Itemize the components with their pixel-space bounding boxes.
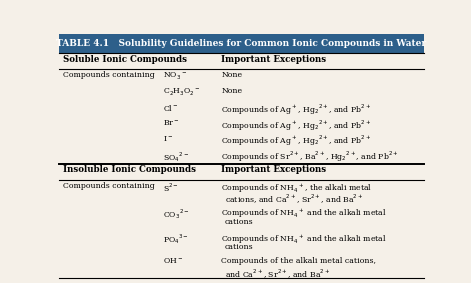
Text: None: None	[221, 71, 243, 79]
Text: TABLE 4.1   Solubility Guidelines for Common Ionic Compounds in Water: TABLE 4.1 Solubility Guidelines for Comm…	[57, 39, 426, 48]
Text: Compounds of NH$_4$$^+$ and the alkali metal: Compounds of NH$_4$$^+$ and the alkali m…	[221, 232, 387, 246]
Text: Compounds of the alkali metal cations,: Compounds of the alkali metal cations,	[221, 257, 376, 265]
Text: None: None	[221, 87, 243, 95]
Text: cations: cations	[225, 243, 253, 251]
Text: Compounds of NH$_4$$^+$, the alkali metal: Compounds of NH$_4$$^+$, the alkali meta…	[221, 182, 373, 195]
Text: SO$_4$$^{2-}$: SO$_4$$^{2-}$	[163, 150, 189, 164]
FancyBboxPatch shape	[59, 34, 424, 53]
Text: OH$^-$: OH$^-$	[163, 257, 183, 267]
Text: Important Exceptions: Important Exceptions	[221, 165, 326, 174]
Text: PO$_4$$^{3-}$: PO$_4$$^{3-}$	[163, 232, 189, 246]
Text: Compounds of Sr$^{2+}$, Ba$^{2+}$, Hg$_2$$^{2+}$, and Pb$^{2+}$: Compounds of Sr$^{2+}$, Ba$^{2+}$, Hg$_2…	[221, 150, 399, 164]
Text: NO$_3$$^-$: NO$_3$$^-$	[163, 71, 187, 82]
Text: Compounds of Ag$^+$, Hg$_2$$^{2+}$, and Pb$^{2+}$: Compounds of Ag$^+$, Hg$_2$$^{2+}$, and …	[221, 103, 372, 117]
Text: S$^{2-}$: S$^{2-}$	[163, 182, 179, 194]
Text: Cl$^-$: Cl$^-$	[163, 103, 179, 113]
Text: Br$^-$: Br$^-$	[163, 118, 179, 128]
Text: Compounds of Ag$^+$, Hg$_2$$^{2+}$, and Pb$^{2+}$: Compounds of Ag$^+$, Hg$_2$$^{2+}$, and …	[221, 134, 372, 148]
Text: I$^-$: I$^-$	[163, 134, 173, 143]
Text: Compounds of Ag$^+$, Hg$_2$$^{2+}$, and Pb$^{2+}$: Compounds of Ag$^+$, Hg$_2$$^{2+}$, and …	[221, 118, 372, 133]
Text: cations, and Ca$^{2+}$, Sr$^{2+}$, and Ba$^{2+}$: cations, and Ca$^{2+}$, Sr$^{2+}$, and B…	[225, 193, 363, 206]
Text: Soluble Ionic Compounds: Soluble Ionic Compounds	[63, 55, 187, 64]
Text: cations: cations	[225, 218, 253, 226]
Text: Important Exceptions: Important Exceptions	[221, 55, 326, 64]
Text: Insoluble Ionic Compounds: Insoluble Ionic Compounds	[63, 165, 196, 174]
Text: Compounds of NH$_4$$^+$ and the alkali metal: Compounds of NH$_4$$^+$ and the alkali m…	[221, 207, 387, 220]
Text: C$_2$H$_3$O$_2$$^-$: C$_2$H$_3$O$_2$$^-$	[163, 87, 201, 98]
Text: CO$_3$$^{2-}$: CO$_3$$^{2-}$	[163, 207, 189, 221]
Text: Compounds containing: Compounds containing	[63, 182, 155, 190]
Text: Compounds containing: Compounds containing	[63, 71, 155, 79]
Text: and Ca$^{2+}$, Sr$^{2+}$, and Ba$^{2+}$: and Ca$^{2+}$, Sr$^{2+}$, and Ba$^{2+}$	[225, 268, 330, 281]
